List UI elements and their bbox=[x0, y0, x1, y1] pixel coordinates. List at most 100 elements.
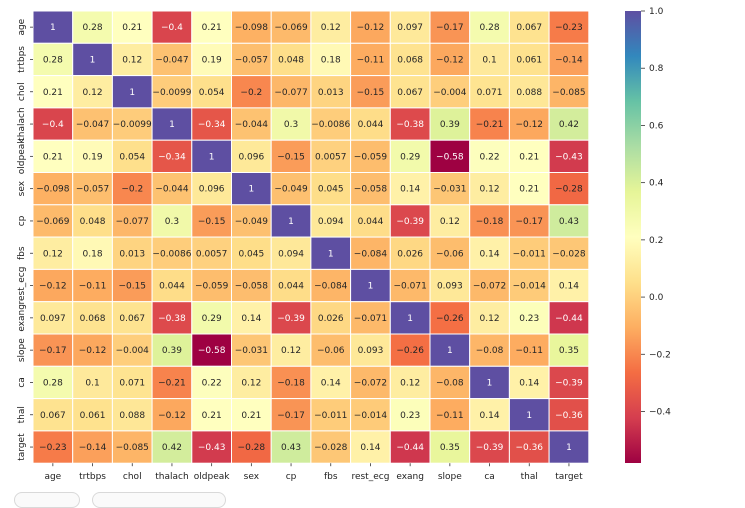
cell-value-label: 0.026 bbox=[397, 249, 423, 259]
heatmap-cell-ca-age bbox=[32, 365, 74, 400]
cell-value-label: −0.047 bbox=[155, 55, 188, 65]
colorbar-ticks: 1.0 0.8 0.6 0.4 0.2 0.0 −0.2 −0.4 bbox=[641, 7, 671, 418]
cell-value-label: 0.23 bbox=[519, 314, 539, 324]
cell-value-label: −0.069 bbox=[274, 23, 308, 33]
cell-value-label: 0.12 bbox=[43, 249, 63, 259]
cell-value-label: 0.12 bbox=[241, 378, 261, 388]
cell-value-label: 1 bbox=[209, 152, 215, 162]
heatmap-cell-trtbps-chol bbox=[111, 42, 153, 77]
cell-value-label: 1 bbox=[368, 282, 374, 292]
colorbar: 1.0 0.8 0.6 0.4 0.2 0.0 −0.2 −0.4 bbox=[625, 7, 671, 463]
cell-value-label: −0.044 bbox=[235, 120, 269, 130]
heatmap-cell-thalach-target bbox=[548, 107, 590, 141]
cell-value-label: −0.0099 bbox=[113, 120, 152, 130]
heatmap-cell-exang-oldpeak bbox=[191, 301, 233, 335]
toolbar-pill[interactable] bbox=[92, 492, 226, 508]
cell-value-label: 0.43 bbox=[281, 443, 301, 453]
cell-value-label: −0.18 bbox=[476, 217, 504, 227]
colorbar-tick-label: 0.6 bbox=[649, 121, 664, 131]
cell-value-label: 0.21 bbox=[202, 411, 222, 421]
cell-value-label: −0.057 bbox=[76, 185, 109, 195]
cell-value-label: −0.0086 bbox=[311, 120, 350, 130]
heatmap-cell-slope-cp bbox=[270, 333, 312, 367]
heatmap-cell-target-fbs bbox=[310, 430, 352, 464]
cell-value-label: 0.044 bbox=[278, 282, 304, 292]
cell-value-label: −0.26 bbox=[436, 314, 464, 324]
heatmap-cell-sex-sex bbox=[231, 172, 272, 206]
heatmap-cell-sex-fbs bbox=[310, 172, 352, 206]
cell-value-label: −0.23 bbox=[39, 443, 67, 453]
cell-value-label: 0.3 bbox=[284, 120, 298, 130]
heatmap-cell-slope-oldpeak bbox=[191, 333, 233, 367]
cell-value-label: −0.0099 bbox=[152, 88, 191, 98]
cell-value-label: −0.084 bbox=[314, 282, 348, 292]
heatmap-cell-age-exang bbox=[389, 10, 431, 44]
heatmap-cell-ca-fbs bbox=[310, 365, 352, 400]
cell-value-label: −0.011 bbox=[314, 411, 347, 421]
heatmap-cell-slope-slope bbox=[429, 333, 471, 367]
heatmap-cell-trtbps-trtbps bbox=[72, 42, 113, 77]
cell-value-label: −0.08 bbox=[476, 346, 504, 356]
cell-value-label: −0.072 bbox=[473, 282, 506, 292]
cell-value-label: −0.077 bbox=[116, 217, 149, 227]
cell-value-label: 0.096 bbox=[199, 185, 225, 195]
cell-value-label: 0.22 bbox=[480, 152, 500, 162]
heatmap-cell-sex-thalach bbox=[151, 172, 193, 206]
heatmap-cell-slope-exang bbox=[389, 333, 431, 367]
cell-value-label: 0.094 bbox=[278, 249, 304, 259]
cell-value-label: 0.28 bbox=[43, 55, 63, 65]
heatmap-cell-thal-slope bbox=[429, 398, 471, 432]
heatmap-cell-labels: 1 0.28 0.21 −0.4 0.21 −0.098 −0.069 0.12 −0.12 0.… bbox=[36, 23, 586, 453]
cell-value-label: −0.39 bbox=[555, 378, 583, 388]
cell-value-label: −0.43 bbox=[555, 152, 583, 162]
cell-value-label: 0.067 bbox=[119, 314, 145, 324]
heatmap-cell-fbs-age bbox=[32, 236, 74, 270]
cell-value-label: −0.059 bbox=[195, 282, 229, 292]
heatmap-cell-fbs-thalach bbox=[151, 236, 193, 270]
heatmap-cell-trtbps-cp bbox=[270, 42, 312, 77]
cell-value-label: −0.43 bbox=[198, 443, 226, 453]
heatmap-cell-thalach-sex bbox=[231, 107, 272, 141]
cell-value-label: 0.096 bbox=[238, 152, 264, 162]
heatmap-cell-slope-trtbps bbox=[72, 333, 113, 367]
cell-value-label: −0.08 bbox=[436, 378, 464, 388]
cell-value-label: −0.06 bbox=[436, 249, 464, 259]
heatmap-cell-sex-chol bbox=[111, 172, 153, 206]
cell-value-label: −0.071 bbox=[393, 282, 426, 292]
colorbar-tick-label: 0.8 bbox=[649, 64, 664, 74]
y-tick-label: slope bbox=[17, 338, 27, 362]
cell-value-label: 0.14 bbox=[480, 411, 500, 421]
cell-value-label: 0.054 bbox=[119, 152, 145, 162]
cell-value-label: 0.14 bbox=[400, 185, 420, 195]
cell-value-label: 0.093 bbox=[437, 282, 463, 292]
cell-value-label: −0.21 bbox=[476, 120, 504, 130]
cell-value-label: −0.23 bbox=[555, 23, 583, 33]
heatmap-cell-exang-age bbox=[32, 301, 74, 335]
cell-value-label: 0.39 bbox=[440, 120, 460, 130]
cell-value-label: 1 bbox=[90, 55, 96, 65]
cell-value-label: 0.39 bbox=[162, 346, 182, 356]
cell-value-label: 0.12 bbox=[440, 217, 460, 227]
cell-value-label: −0.12 bbox=[515, 120, 543, 130]
cell-value-label: 0.21 bbox=[241, 411, 261, 421]
heatmap-cell-target-oldpeak bbox=[191, 430, 233, 464]
cell-value-label: −0.031 bbox=[235, 346, 268, 356]
x-tick-label: age bbox=[44, 472, 61, 482]
cell-value-label: −0.17 bbox=[515, 217, 543, 227]
cell-value-label: −0.031 bbox=[433, 185, 466, 195]
cell-value-label: −0.004 bbox=[433, 88, 467, 98]
heatmap-cell-sex-slope bbox=[429, 172, 471, 206]
cell-value-label: 0.0057 bbox=[315, 152, 347, 162]
cell-value-label: −0.044 bbox=[155, 185, 189, 195]
heatmap-cell-rest_ecg-rest_ecg bbox=[350, 268, 391, 303]
cell-value-label: 0.1 bbox=[85, 378, 99, 388]
heatmap-cell-cp-chol bbox=[111, 204, 153, 238]
heatmap-cell-thalach-ca bbox=[469, 107, 510, 141]
cell-value-label: 0.12 bbox=[321, 23, 341, 33]
x-tick-label: target bbox=[555, 472, 583, 482]
cell-value-label: 0.14 bbox=[480, 249, 500, 259]
heatmap-cell-cp-cp bbox=[270, 204, 312, 238]
cell-value-label: −0.098 bbox=[36, 185, 70, 195]
toolbar-pill[interactable] bbox=[14, 492, 80, 508]
cell-value-label: −0.21 bbox=[158, 378, 186, 388]
